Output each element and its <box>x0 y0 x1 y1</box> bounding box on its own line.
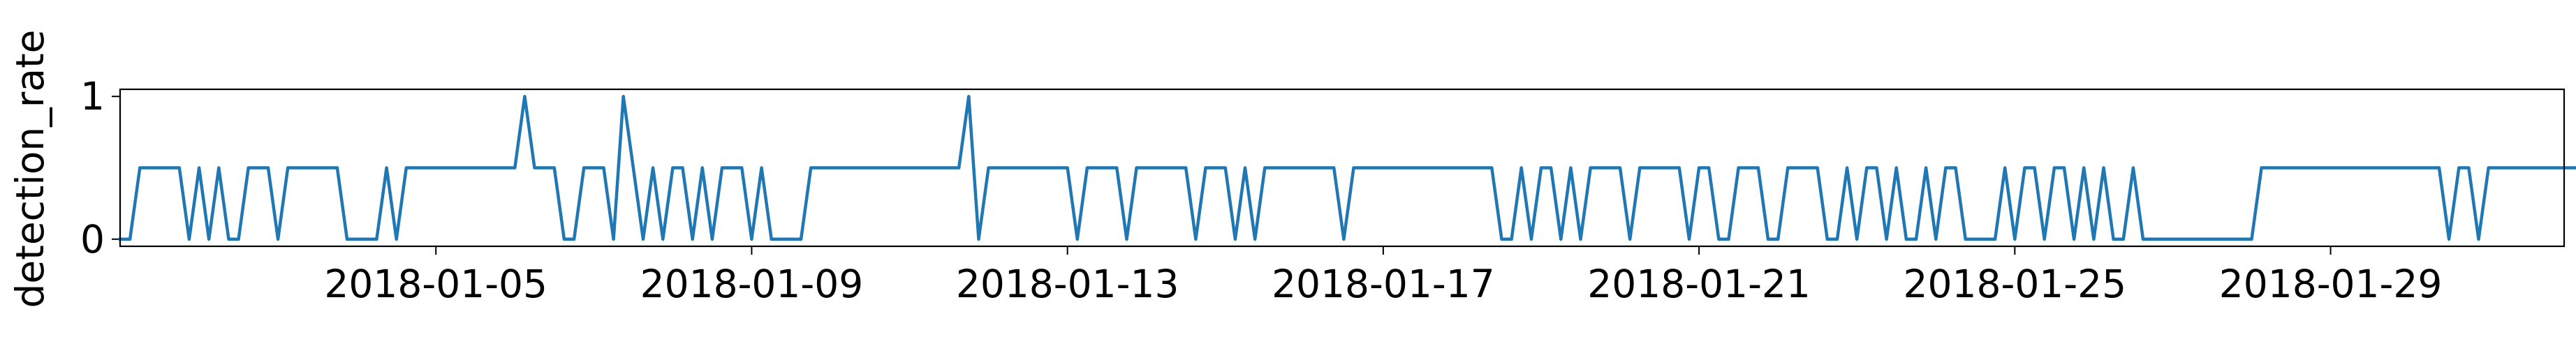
series-line <box>118 94 2576 241</box>
x-tick-label: 2018-01-05 <box>324 262 547 306</box>
axis-ticks: 2018-01-05 2018-01-09 2018-01-13 2018-01-17… <box>80 74 2442 306</box>
x-tick-label: 2018-01-25 <box>1904 262 2127 306</box>
x-tick-label: 2018-01-13 <box>956 262 1179 306</box>
y-tick-label: 0 <box>80 217 105 262</box>
y-axis-label: detection_rate <box>8 30 52 308</box>
series-layer <box>118 94 2576 241</box>
x-tick-label: 2018-01-29 <box>2219 262 2443 306</box>
x-tick-label: 2018-01-17 <box>1272 262 1495 306</box>
x-tick-label: 2018-01-09 <box>640 262 864 306</box>
y-tick-label: 1 <box>80 74 105 119</box>
x-tick-label: 2018-01-21 <box>1587 262 1811 306</box>
plot-frame <box>119 88 2566 248</box>
